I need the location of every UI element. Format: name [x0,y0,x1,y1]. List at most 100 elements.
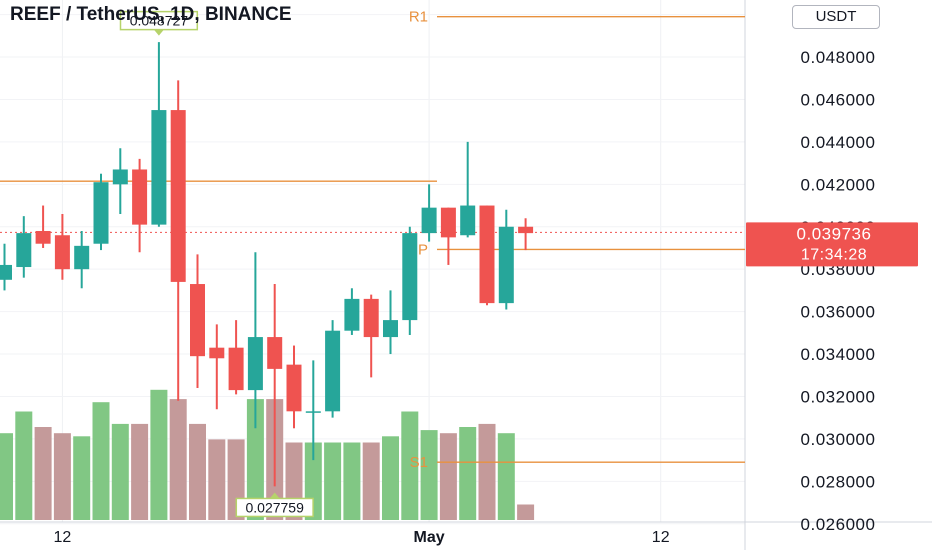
high-price-label: 0.048727 [119,10,199,36]
current-price-tag: 0.039736 17:34:28 [746,222,918,267]
annotations: 0.048727 0.027759 [119,10,314,518]
candle-body [460,205,476,236]
candle[interactable] [74,230,90,289]
candle[interactable] [402,226,418,335]
volume-bar [169,399,187,520]
volume-bar [73,436,91,520]
volume-bar [0,433,13,520]
candle-body [16,233,32,268]
volume-bar [439,433,457,520]
candle-body [209,347,225,359]
price-tick-label: 0.042000 [801,175,876,194]
pivot-level-label: S1 [410,454,428,471]
candle[interactable] [247,252,263,429]
volume-bar [131,423,149,520]
candle[interactable] [228,320,244,395]
volume-bar [53,433,71,520]
volume-bar [34,427,52,520]
candle[interactable] [170,80,186,401]
price-tick-label: 0.034000 [801,345,876,364]
volume-bar [208,439,226,520]
candle[interactable] [209,324,225,410]
candle-body [383,320,398,338]
candle-body [247,337,263,391]
time-tick-label: 12 [54,529,72,546]
candle-body [112,169,128,185]
candle[interactable] [112,148,128,215]
candle[interactable] [35,205,51,248]
candle[interactable] [421,184,437,242]
currency-button[interactable]: USDT [792,5,880,29]
candle-body [132,169,148,225]
volume-bar [150,389,168,520]
candle[interactable] [363,294,379,378]
candle-body [0,264,12,280]
pivot-levels: R1 P S1 [0,9,745,471]
candle[interactable] [16,216,32,278]
candle[interactable] [286,345,302,429]
candles[interactable] [0,42,534,487]
pivot-level-label: R1 [409,9,428,26]
candle[interactable] [151,42,167,227]
volume-bar [382,436,399,520]
candle-body [518,226,534,234]
time-tick-label: May [414,529,445,546]
candle-body [35,230,51,244]
price-tick-label: 0.028000 [801,472,876,491]
candle[interactable] [518,218,534,251]
low-price-label-pointer [269,492,280,499]
current-price-value: 0.039736 [797,224,872,243]
volume-bar [420,430,438,520]
volume-bar [362,442,380,520]
price-tick-label: 0.044000 [801,133,876,152]
candle-body [93,182,109,244]
pivot-level-label: P [418,241,428,258]
price-axis[interactable]: 0.026000 0.028000 0.030000 0.032000 0.034000… [746,6,918,534]
candle[interactable] [440,207,456,265]
candle-body [151,110,167,225]
volume-bar [517,504,535,520]
volume-bar [246,399,264,520]
volume-bar [324,442,342,520]
volume-bar [459,427,477,520]
volume-bar [478,423,496,520]
candle-body [305,411,321,413]
candle[interactable] [190,254,205,388]
candle[interactable] [267,284,283,487]
price-tick-label: 0.046000 [801,90,876,109]
candle[interactable] [305,360,321,461]
candle-body [74,245,90,270]
time-axis[interactable]: 12 May 12 [54,529,670,546]
high-price-label-text: 0.048727 [130,13,189,29]
candle-body [498,226,514,304]
current-price-tag-bg [746,222,918,267]
bar-countdown: 17:34:28 [801,246,867,263]
high-price-label-pointer [153,29,164,36]
candle[interactable] [132,158,148,253]
volume-bar [343,442,361,520]
price-tick-label: 0.036000 [801,303,876,322]
candle[interactable] [344,288,360,335]
volume-bar [497,433,515,520]
candle[interactable] [93,173,109,251]
candle[interactable] [0,243,12,291]
volume-bar [15,411,33,520]
volume-bars [0,389,535,520]
time-tick-label: 12 [652,529,670,546]
volume-bar [189,423,206,520]
price-tick-label: 0.026000 [801,515,876,534]
candle[interactable] [460,141,476,238]
candle[interactable] [498,209,514,310]
volume-bar [401,411,419,520]
candle-body [421,207,437,234]
candle[interactable] [54,214,70,280]
candle[interactable] [479,205,495,306]
candle[interactable] [325,320,341,418]
candle-body [170,110,186,282]
candle[interactable] [383,290,398,355]
chart-title: REEF / TetherUS, 1D, BINANCE [10,4,292,25]
candle-body [190,284,205,357]
volume-bar [111,423,129,520]
candle-body [267,337,283,369]
